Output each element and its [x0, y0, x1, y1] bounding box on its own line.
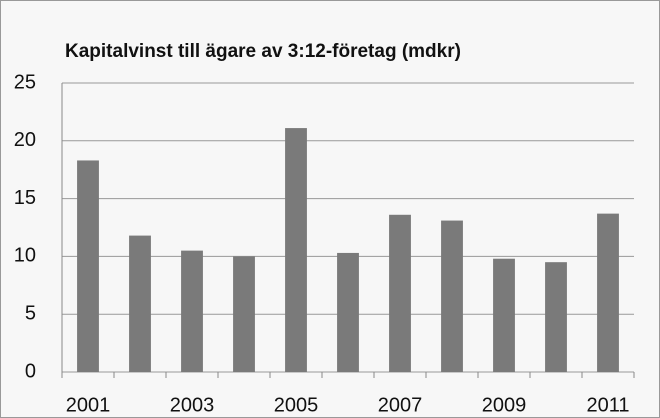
y-tick-label: 20 — [14, 129, 36, 151]
bar — [181, 250, 203, 372]
x-tick-label: 2003 — [170, 394, 215, 416]
y-tick-label: 5 — [25, 302, 36, 324]
bar — [493, 258, 515, 372]
x-tick-label: 2007 — [378, 394, 423, 416]
bar — [233, 256, 255, 372]
bar — [441, 220, 463, 372]
x-tick-label: 2005 — [274, 394, 319, 416]
bar — [545, 262, 567, 372]
bar — [597, 213, 619, 372]
x-tick-label: 2011 — [586, 394, 629, 416]
x-tick-label: 2009 — [482, 394, 527, 416]
y-tick-label: 0 — [25, 360, 36, 382]
bar — [389, 214, 411, 372]
bar — [285, 128, 307, 372]
x-tick-label: 2001 — [66, 394, 111, 416]
y-tick-label: 25 — [14, 71, 36, 93]
y-tick-label: 10 — [14, 245, 36, 267]
y-tick-label: 15 — [14, 187, 36, 209]
bar — [77, 160, 99, 372]
chart-title: Kapitalvinst till ägare av 3:12-företag … — [65, 41, 461, 62]
bar — [337, 252, 359, 372]
bar — [129, 235, 151, 372]
